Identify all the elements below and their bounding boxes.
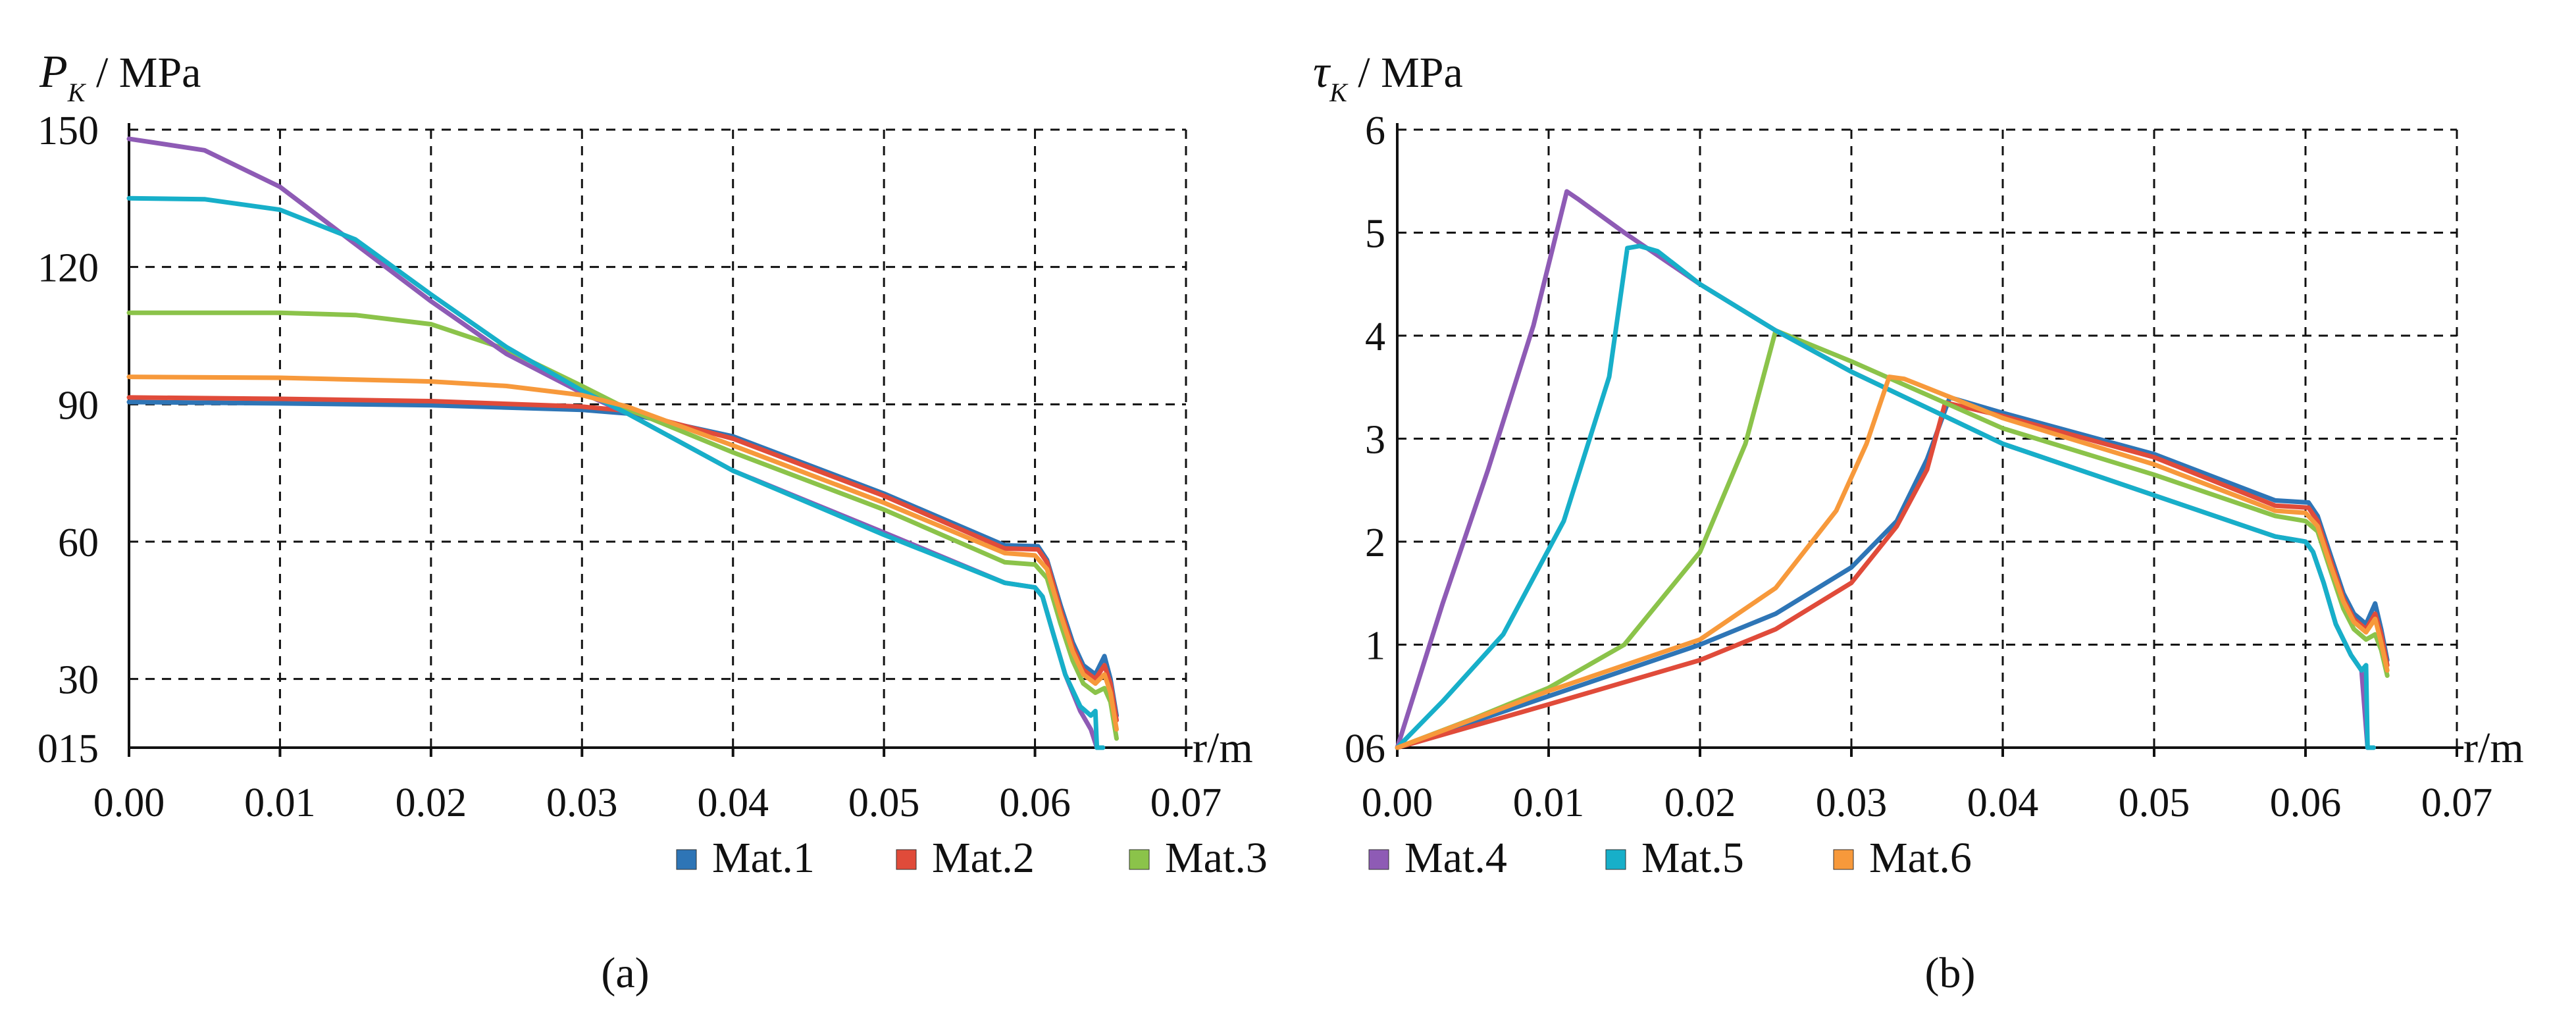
x-tick-label: 0.03 xyxy=(546,781,618,825)
y-axis-title-symbol: P xyxy=(39,47,68,97)
x-axis-title: r/m xyxy=(1193,724,1253,772)
y-tick-label: 4 xyxy=(1365,315,1385,359)
x-tick-label: 0.07 xyxy=(2421,781,2493,825)
y-axis-title: τK / MPa xyxy=(1313,47,1463,107)
x-tick-label: 0.04 xyxy=(697,781,769,825)
legend-swatch-mat2 xyxy=(896,849,917,870)
x-tick-label: 0.01 xyxy=(244,781,316,825)
y-axis-title: PK / MPa xyxy=(39,47,201,107)
chart-panel-b: 0.00 0.01 0.02 0.03 0.04 0.05 0.06 0.07 06 1 2 3 4 5 6… xyxy=(1313,47,2524,997)
y-tick-label: 30 xyxy=(58,658,99,703)
y-tick-label: 60 xyxy=(58,521,99,565)
y-tick-label: 120 xyxy=(38,246,99,291)
y-tick-label: 06 xyxy=(1345,727,1385,771)
x-tick-label: 0.02 xyxy=(396,781,467,825)
y-tick-label: 1 xyxy=(1365,624,1385,669)
x-tick-label: 0.01 xyxy=(1513,781,1585,825)
chart-panel-a: 0.00 0.01 0.02 0.03 0.04 0.05 0.06 0.07 015 30 60 9… xyxy=(38,47,1253,997)
legend-swatch-mat3 xyxy=(1129,849,1150,870)
x-tick-label: 0.04 xyxy=(1967,781,2039,825)
series-line-mat1 xyxy=(1395,395,2390,750)
x-tick-label: 0.06 xyxy=(999,781,1071,825)
legend-label-mat4: Mat.4 xyxy=(1404,834,1507,882)
legend-label-mat1: Mat.1 xyxy=(712,834,815,882)
y-tick-label: 5 xyxy=(1365,212,1385,257)
y-tick-label: 015 xyxy=(38,727,99,771)
series-line-mat5 xyxy=(126,195,1106,750)
y-axis-title-unit: / MPa xyxy=(85,49,201,97)
y-axis-title-symbol: τ xyxy=(1313,47,1331,97)
x-tick-label: 0.00 xyxy=(93,781,165,825)
y-tick-label: 3 xyxy=(1365,418,1385,463)
y-axis-title-subscript: K xyxy=(67,78,87,107)
series-line-mat4 xyxy=(126,136,1106,750)
x-tick-label: 0.05 xyxy=(848,781,920,825)
legend-swatch-mat6 xyxy=(1833,849,1854,870)
panel-label: (b) xyxy=(1925,949,1976,997)
x-tick-label: 0.00 xyxy=(1362,781,1433,825)
y-axis-title-subscript: K xyxy=(1329,78,1349,107)
x-tick-label: 0.05 xyxy=(2119,781,2190,825)
legend-label-mat5: Mat.5 xyxy=(1641,834,1744,882)
series-line-mat3 xyxy=(126,310,1119,741)
series-line-mat3 xyxy=(1395,328,2390,750)
legend-swatch-mat4 xyxy=(1368,849,1389,870)
y-tick-label: 90 xyxy=(58,383,99,428)
series-line-mat5 xyxy=(1395,244,2376,750)
legend-swatch-mat5 xyxy=(1605,849,1626,870)
y-tick-label: 6 xyxy=(1365,109,1385,153)
x-tick-label: 0.06 xyxy=(2270,781,2342,825)
x-tick-label: 0.03 xyxy=(1816,781,1888,825)
legend-label-mat2: Mat.2 xyxy=(932,834,1035,882)
series-line-mat2 xyxy=(126,395,1119,723)
legend-swatch-mat1 xyxy=(676,849,697,870)
x-tick-label: 0.07 xyxy=(1150,781,1222,825)
y-tick-label: 150 xyxy=(38,109,99,153)
series-line-mat2 xyxy=(1395,400,2390,750)
legend: Mat.1 Mat.2 Mat.3 Mat.4 Mat.5 Mat.6 xyxy=(676,834,1972,882)
legend-label-mat6: Mat.6 xyxy=(1869,834,1972,882)
series-line-mat6 xyxy=(126,374,1119,732)
panel-label: (a) xyxy=(601,949,649,997)
series-line-mat1 xyxy=(126,399,1119,718)
series-line-mat6 xyxy=(1395,374,2390,750)
y-axis-title-unit: / MPa xyxy=(1347,49,1463,97)
x-axis-title: r/m xyxy=(2463,724,2524,772)
legend-label-mat3: Mat.3 xyxy=(1165,834,1268,882)
series-line-mat4 xyxy=(1395,189,2376,750)
y-tick-label: 2 xyxy=(1365,521,1385,565)
x-tick-label: 0.02 xyxy=(1664,781,1736,825)
